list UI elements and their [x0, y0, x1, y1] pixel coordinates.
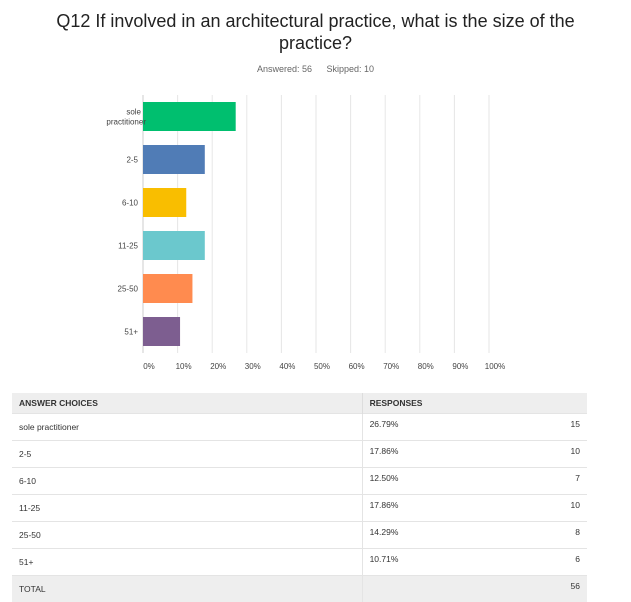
category-label: 25-50: [118, 285, 139, 294]
total-count: 56: [507, 576, 587, 602]
row-count: 15: [507, 414, 587, 441]
bar: [143, 145, 205, 174]
category-label: 6-10: [122, 199, 139, 208]
table-row: 2-5 17.86% 10: [12, 441, 587, 468]
row-percent: 10.71%: [362, 549, 507, 576]
bar: [143, 317, 180, 346]
row-percent: 12.50%: [362, 468, 507, 495]
x-tick-label: 40%: [279, 362, 295, 371]
table-row: 6-10 12.50% 7: [12, 468, 587, 495]
row-choice: sole practitioner: [12, 414, 362, 441]
x-tick-label: 80%: [418, 362, 434, 371]
x-tick-label: 0%: [143, 362, 155, 371]
row-choice: 11-25: [12, 495, 362, 522]
x-tick-label: 90%: [452, 362, 468, 371]
total-label: TOTAL: [12, 576, 362, 602]
row-count: 8: [507, 522, 587, 549]
table-row: 11-25 17.86% 10: [12, 495, 587, 522]
x-tick-label: 60%: [349, 362, 365, 371]
answer-choices-header: ANSWER CHOICES: [12, 393, 362, 414]
category-label: sole: [126, 108, 141, 117]
table-row: 25-50 14.29% 8: [12, 522, 587, 549]
row-percent: 26.79%: [362, 414, 507, 441]
results-table: ANSWER CHOICES RESPONSES sole practition…: [12, 393, 587, 602]
row-percent: 14.29%: [362, 522, 507, 549]
bar: [143, 231, 205, 260]
total-percent-blank: [362, 576, 507, 602]
category-label: 51+: [124, 328, 138, 337]
responses-header: RESPONSES: [362, 393, 587, 414]
row-percent: 17.86%: [362, 495, 507, 522]
row-count: 10: [507, 441, 587, 468]
bar-chart: 0% 10% 20% 30% 40% 50% 60% 70% 80% 90% 100% solepra…: [0, 0, 631, 390]
bar: [143, 188, 186, 217]
bar: [143, 274, 192, 303]
row-choice: 6-10: [12, 468, 362, 495]
table-total-row: TOTAL 56: [12, 576, 587, 602]
row-choice: 2-5: [12, 441, 362, 468]
row-choice: 51+: [12, 549, 362, 576]
bar: [143, 102, 236, 131]
category-label: practitioner: [106, 118, 146, 127]
x-tick-label: 100%: [485, 362, 505, 371]
x-tick-label: 30%: [245, 362, 261, 371]
x-tick-label: 10%: [176, 362, 192, 371]
row-count: 10: [507, 495, 587, 522]
table-row: 51+ 10.71% 6: [12, 549, 587, 576]
row-count: 7: [507, 468, 587, 495]
row-percent: 17.86%: [362, 441, 507, 468]
x-tick-label: 70%: [383, 362, 399, 371]
table-header-row: ANSWER CHOICES RESPONSES: [12, 393, 587, 414]
category-label: 11-25: [118, 242, 138, 251]
row-count: 6: [507, 549, 587, 576]
x-tick-label: 20%: [210, 362, 226, 371]
x-tick-label: 50%: [314, 362, 330, 371]
table-row: sole practitioner 26.79% 15: [12, 414, 587, 441]
row-choice: 25-50: [12, 522, 362, 549]
category-label: 2-5: [126, 156, 138, 165]
